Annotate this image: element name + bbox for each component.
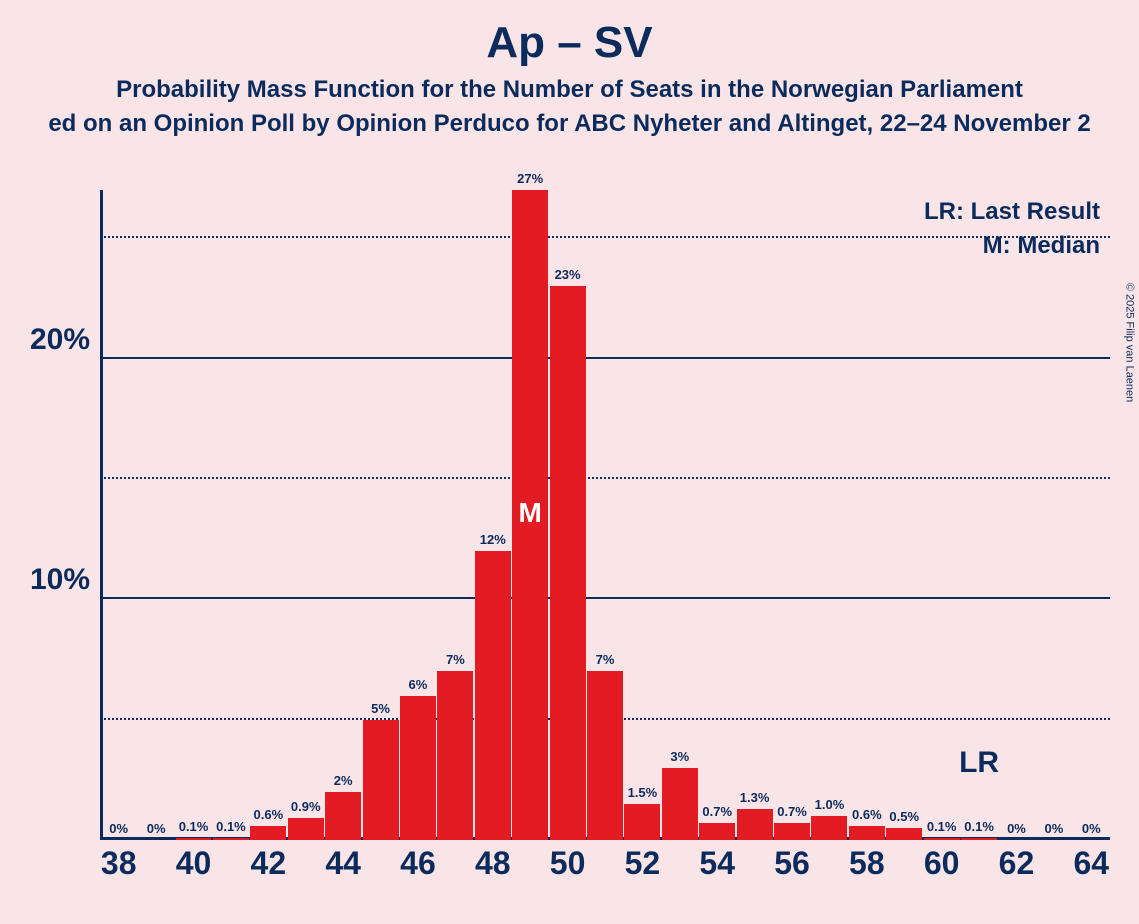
x-tick-label: 64 <box>1073 845 1109 882</box>
bar <box>550 286 586 840</box>
chart-subtitle: Probability Mass Function for the Number… <box>0 76 1139 104</box>
bar-value-label: 0% <box>1007 821 1026 836</box>
bar <box>961 838 997 840</box>
x-tick-label: 48 <box>475 845 511 882</box>
bar <box>363 720 399 840</box>
bar <box>624 804 660 840</box>
bar <box>737 809 773 840</box>
x-tick-label: 56 <box>774 845 810 882</box>
bar-value-label: 1.5% <box>628 785 658 800</box>
bar <box>400 696 436 840</box>
gridline-major <box>100 597 1110 599</box>
x-tick-label: 44 <box>325 845 361 882</box>
bar-value-label: 0% <box>109 821 128 836</box>
bar-value-label: 0% <box>1082 821 1101 836</box>
x-tick-label: 58 <box>849 845 885 882</box>
x-tick-label: 50 <box>550 845 586 882</box>
x-tick-label: 54 <box>699 845 735 882</box>
bar-value-label: 0% <box>147 821 166 836</box>
bar <box>849 826 885 840</box>
bar-value-label: 7% <box>596 652 615 667</box>
bar-value-label: 0.6% <box>254 807 284 822</box>
y-axis <box>100 190 103 840</box>
legend-lr: LR: Last Result <box>924 198 1100 226</box>
bar <box>213 838 249 840</box>
bar-value-label: 12% <box>480 532 506 547</box>
bar <box>325 792 361 840</box>
bar <box>587 671 623 840</box>
bar-value-label: 0.9% <box>291 799 321 814</box>
y-tick-label: 20% <box>30 323 90 357</box>
bar-value-label: 0.7% <box>702 804 732 819</box>
median-marker: M <box>519 497 542 529</box>
bar-value-label: 0.5% <box>889 809 919 824</box>
bar-value-label: 27% <box>517 171 543 186</box>
bar-value-label: 6% <box>409 677 428 692</box>
gridline-major <box>100 357 1110 359</box>
x-tick-label: 38 <box>101 845 137 882</box>
chart-detail: ed on an Opinion Poll by Opinion Perduco… <box>0 110 1139 138</box>
bar-value-label: 0.1% <box>927 819 957 834</box>
gridline-minor <box>100 236 1110 238</box>
bar-value-label: 0.1% <box>964 819 994 834</box>
bar <box>774 823 810 840</box>
bar-value-label: 0.6% <box>852 807 882 822</box>
bar <box>176 838 212 840</box>
bar-value-label: 0.7% <box>777 804 807 819</box>
bar <box>288 818 324 840</box>
plot-area: LR: Last Result M: Median 10%20%38404244… <box>100 190 1110 840</box>
gridline-minor <box>100 477 1110 479</box>
bar <box>475 551 511 840</box>
x-tick-label: 46 <box>400 845 436 882</box>
bar-value-label: 2% <box>334 773 353 788</box>
bar-value-label: 0.1% <box>179 819 209 834</box>
bar <box>811 816 847 840</box>
bar <box>886 828 922 840</box>
bar-value-label: 1.0% <box>815 797 845 812</box>
x-tick-label: 40 <box>176 845 212 882</box>
bar-value-label: 3% <box>670 749 689 764</box>
x-tick-label: 52 <box>625 845 661 882</box>
x-tick-label: 62 <box>999 845 1035 882</box>
chart-title: Ap – SV <box>0 18 1139 68</box>
x-tick-label: 42 <box>251 845 287 882</box>
bar <box>662 768 698 840</box>
last-result-marker: LR <box>959 746 999 780</box>
bar-value-label: 7% <box>446 652 465 667</box>
bar-value-label: 1.3% <box>740 790 770 805</box>
bar <box>924 838 960 840</box>
copyright-text: © 2025 Filip van Laenen <box>1123 283 1135 402</box>
bar <box>250 826 286 840</box>
bar-value-label: 0% <box>1044 821 1063 836</box>
bar <box>699 823 735 840</box>
bar-value-label: 5% <box>371 701 390 716</box>
bar-value-label: 23% <box>555 267 581 282</box>
y-tick-label: 10% <box>30 563 90 597</box>
bar <box>437 671 473 840</box>
x-tick-label: 60 <box>924 845 960 882</box>
bar-value-label: 0.1% <box>216 819 246 834</box>
